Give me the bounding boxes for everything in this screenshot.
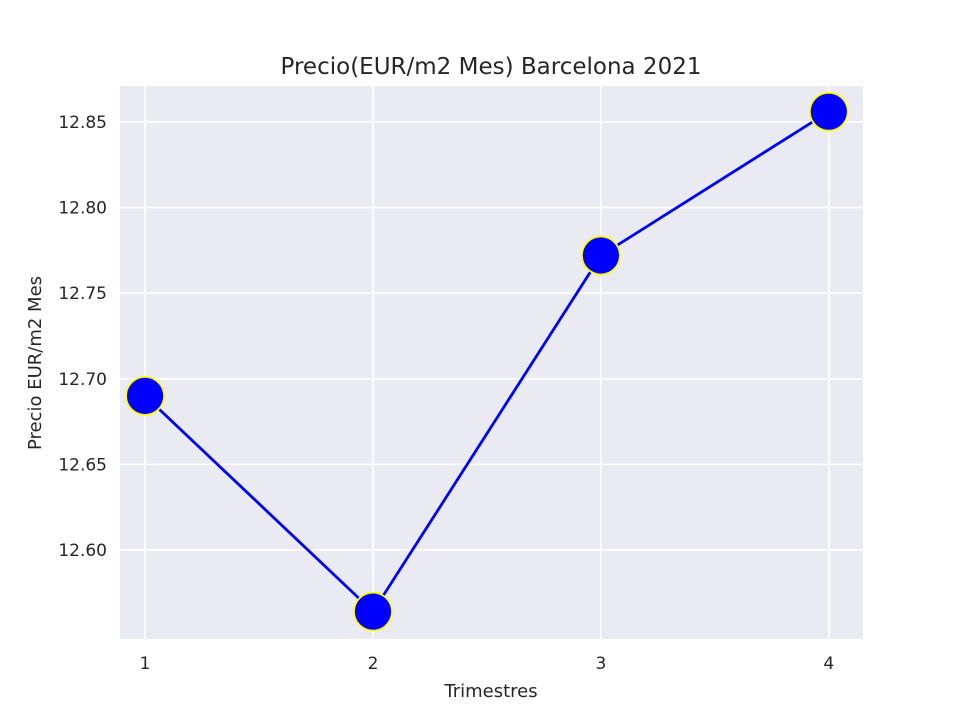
x-tick-label: 1: [140, 654, 151, 674]
y-tick-label: 12.60: [58, 541, 107, 561]
x-tick-label: 4: [823, 654, 834, 674]
y-tick-label: 12.75: [58, 284, 107, 304]
data-point-marker: [125, 375, 165, 416]
data-point-marker: [580, 235, 621, 276]
y-tick-label: 12.65: [58, 455, 107, 475]
y-tick-labels: 12.60 12.65 12.70 12.75 12.80 12.85: [58, 113, 107, 561]
x-tick-labels: 1 2 3 4: [140, 654, 835, 674]
y-tick-label: 12.70: [58, 370, 107, 390]
series-line: [144, 110, 830, 614]
x-tick-label: 2: [368, 654, 379, 674]
x-tick-label: 3: [595, 654, 606, 674]
x-axis-label: Trimestres: [443, 681, 537, 702]
y-axis-label: Precio EUR/m2 Mes: [25, 276, 46, 450]
y-tick-label: 12.85: [58, 113, 107, 133]
grid: [120, 86, 863, 639]
data-markers: [125, 91, 849, 632]
series-line-layer: [144, 110, 830, 614]
data-point-marker: [808, 91, 849, 132]
data-point-marker: [353, 591, 393, 632]
chart-title: Precio(EUR/m2 Mes) Barcelona 2021: [281, 54, 702, 80]
y-tick-label: 12.80: [58, 199, 107, 219]
plot-area: [120, 86, 863, 639]
